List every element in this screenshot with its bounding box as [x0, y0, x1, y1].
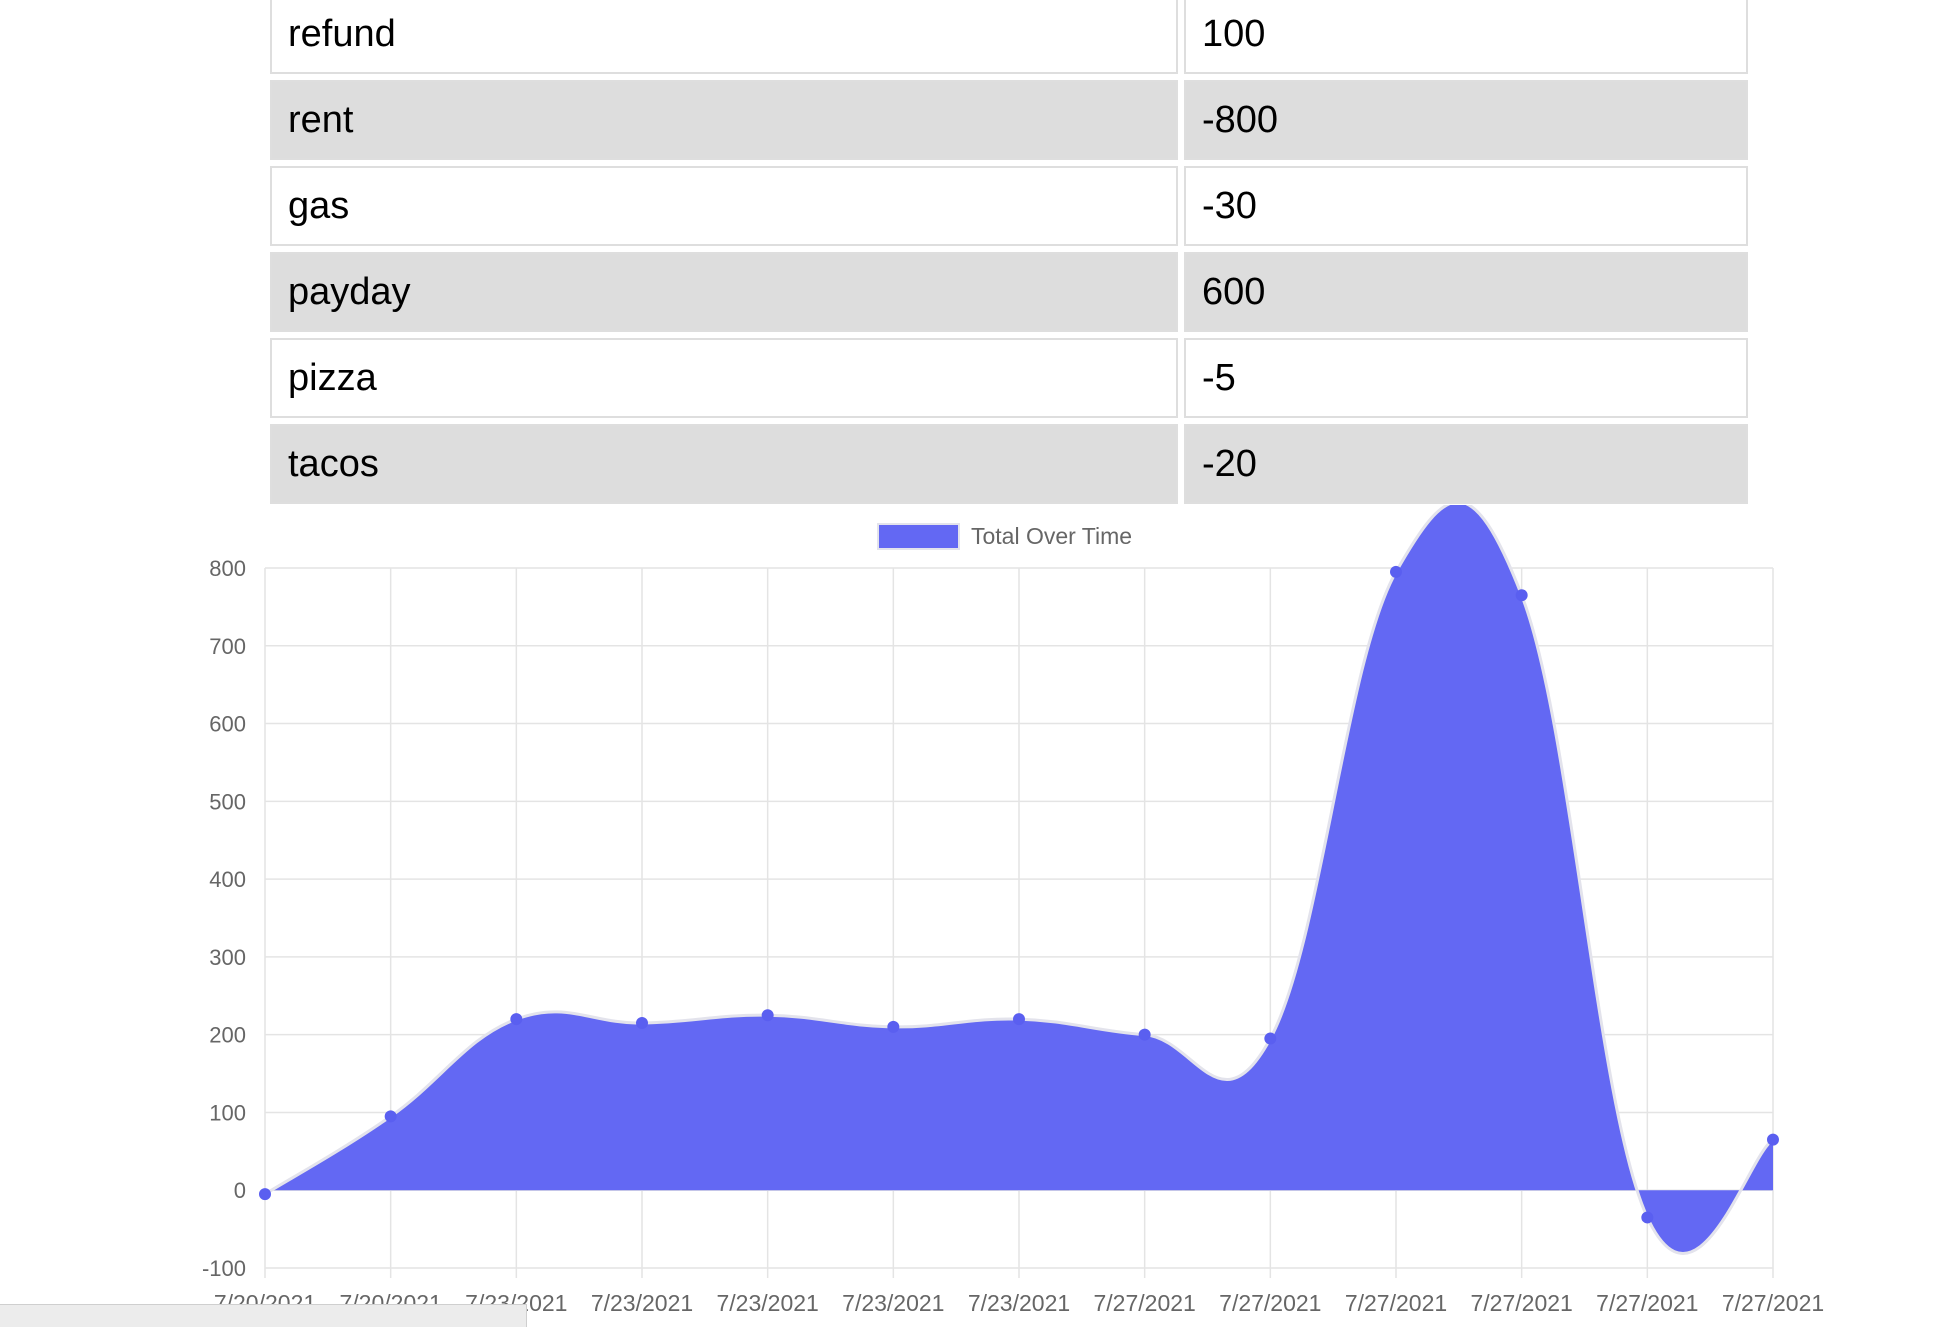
x-axis-ticks: 7/20/2021 7/20/2021 7/23/2021 7/23/2021 7/23… [214, 1290, 1824, 1316]
transaction-name: refund [270, 0, 1178, 74]
transaction-name: pizza [270, 338, 1178, 418]
legend-label: Total Over Time [971, 523, 1132, 549]
y-tick-label: 800 [209, 556, 246, 581]
series-area [265, 505, 1773, 1254]
total-over-time-chart: Total Over Time -100 0 100 200 300 400 500 600 7… [202, 505, 1824, 1316]
x-tick-label: 7/27/2021 [1722, 1290, 1824, 1316]
x-tick-label: 7/23/2021 [842, 1290, 944, 1316]
y-tick-label: 700 [209, 634, 246, 659]
table-row: refund 100 [270, 0, 1748, 74]
x-tick-label: 7/23/2021 [968, 1290, 1070, 1316]
transaction-name: tacos [270, 424, 1178, 504]
x-tick-label: 7/27/2021 [1094, 1290, 1196, 1316]
data-point[interactable] [1767, 1133, 1779, 1146]
y-tick-label: 100 [209, 1100, 246, 1125]
table-row: rent -800 [270, 80, 1748, 160]
table-row: tacos -20 [270, 424, 1748, 504]
data-point[interactable] [1641, 1211, 1654, 1224]
data-point[interactable] [887, 1020, 900, 1033]
data-point[interactable] [259, 1188, 271, 1201]
y-tick-label: 300 [209, 945, 246, 970]
table-row: payday 600 [270, 252, 1748, 332]
y-tick-label: 500 [209, 789, 246, 814]
data-point[interactable] [1264, 1032, 1277, 1045]
bottom-scrollbar[interactable] [0, 1304, 527, 1327]
data-point[interactable] [1013, 1013, 1025, 1026]
x-tick-label: 7/23/2021 [591, 1290, 693, 1316]
data-point[interactable] [761, 1009, 774, 1022]
transactions-table-container: refund 100 rent -800 gas -30 payday 600 … [270, 0, 1748, 505]
x-tick-label: 7/27/2021 [1219, 1290, 1321, 1316]
y-axis-ticks: -100 0 100 200 300 400 500 600 700 800 [202, 556, 246, 1281]
transaction-name: gas [270, 166, 1178, 246]
y-tick-label: 600 [209, 712, 246, 737]
y-tick-label: 0 [234, 1178, 246, 1203]
table-row: pizza -5 [270, 338, 1748, 418]
legend-swatch [877, 523, 960, 550]
data-point[interactable] [1390, 565, 1402, 578]
data-point[interactable] [1515, 589, 1528, 602]
data-point[interactable] [636, 1017, 648, 1029]
transactions-table: refund 100 rent -800 gas -30 payday 600 … [270, 0, 1748, 505]
transaction-value: -30 [1184, 166, 1748, 246]
y-tick-label: 200 [209, 1023, 246, 1048]
chart-legend[interactable]: Total Over Time [877, 523, 1132, 550]
x-tick-label: 7/27/2021 [1471, 1290, 1573, 1316]
transaction-value: -5 [1184, 338, 1748, 418]
transaction-value: 600 [1184, 252, 1748, 332]
y-tick-label: -100 [202, 1256, 246, 1281]
transaction-name: payday [270, 252, 1178, 332]
data-point[interactable] [510, 1013, 523, 1026]
chart-area [264, 505, 1774, 1255]
transaction-value: -800 [1184, 80, 1748, 160]
chart-points [259, 565, 1779, 1224]
data-point[interactable] [384, 1110, 397, 1123]
transaction-value: -20 [1184, 424, 1748, 504]
data-point[interactable] [1138, 1028, 1151, 1041]
x-tick-label: 7/27/2021 [1596, 1290, 1698, 1316]
x-tick-label: 7/23/2021 [717, 1290, 819, 1316]
x-tick-label: 7/27/2021 [1345, 1290, 1447, 1316]
y-tick-label: 400 [209, 867, 246, 892]
series-line [264, 505, 1774, 1255]
transaction-name: rent [270, 80, 1178, 160]
transaction-value: 100 [1184, 0, 1748, 74]
table-row: gas -30 [270, 166, 1748, 246]
